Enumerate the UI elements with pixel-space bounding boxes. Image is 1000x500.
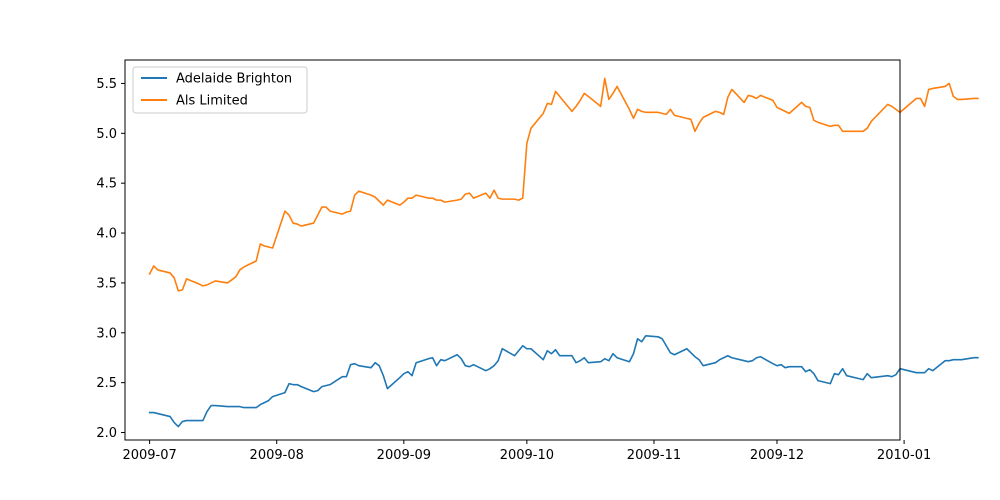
y-tick-label-3-5: 3.5: [96, 276, 117, 291]
x-tick-label-2010-01: 2010-01: [877, 448, 931, 463]
x-tick-label-2009-08: 2009-08: [250, 448, 304, 463]
legend-box: [132, 66, 308, 114]
y-tick-label-2-0: 2.0: [96, 426, 117, 441]
x-tick-label-2009-07: 2009-07: [122, 448, 176, 463]
y-tick-label-3-0: 3.0: [96, 326, 117, 341]
series-line-adelaide-brighton: [148, 334, 979, 428]
x-tick-label-2009-10: 2009-10: [500, 448, 554, 463]
x-axis: 2009-07 2009-08 2009-09 2009-10 2009-11 2009-…: [122, 440, 931, 463]
plot-lines: [148, 77, 979, 428]
axes-frame: [124, 59, 901, 441]
x-tick-label-2009-12: 2009-12: [750, 448, 804, 463]
y-tick-label-2-5: 2.5: [96, 376, 117, 391]
legend: Adelaide Brighton Als Limited: [132, 66, 308, 114]
x-tick-label-2009-09: 2009-09: [377, 448, 431, 463]
y-tick-label-5-0: 5.0: [96, 127, 117, 142]
y-tick-label-4-5: 4.5: [96, 177, 117, 192]
y-axis: 2.0 2.5 3.0 3.5 4.0 4.5 5.0 5.5: [96, 77, 125, 441]
x-tick-label-2009-11: 2009-11: [627, 448, 681, 463]
series-line-als-limited: [148, 77, 979, 292]
legend-label-als-limited: Als Limited: [176, 94, 248, 109]
y-tick-label-4-0: 4.0: [96, 227, 117, 242]
y-tick-label-5-5: 5.5: [96, 77, 117, 92]
legend-label-adelaide-brighton: Adelaide Brighton: [176, 72, 292, 87]
